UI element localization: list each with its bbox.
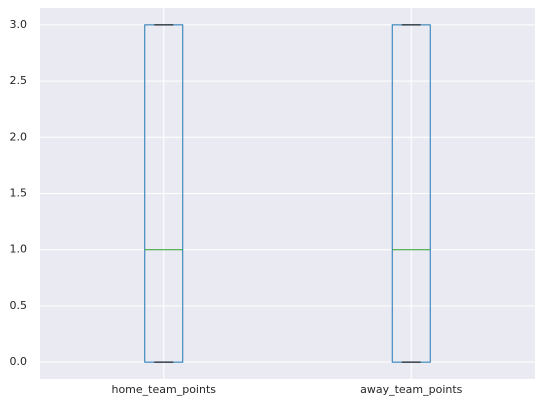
y-tick-label: 1.5: [10, 187, 28, 200]
x-tick-label: away_team_points: [360, 383, 463, 396]
y-tick-label: 2.5: [10, 74, 28, 87]
y-tick-label: 2.0: [10, 130, 28, 143]
x-tick-label: home_team_points: [111, 383, 216, 396]
y-tick-label: 0.5: [10, 299, 28, 312]
y-tick-label: 1.0: [10, 243, 28, 256]
y-tick-label: 0.0: [10, 355, 28, 368]
y-tick-label: 3.0: [10, 18, 28, 31]
